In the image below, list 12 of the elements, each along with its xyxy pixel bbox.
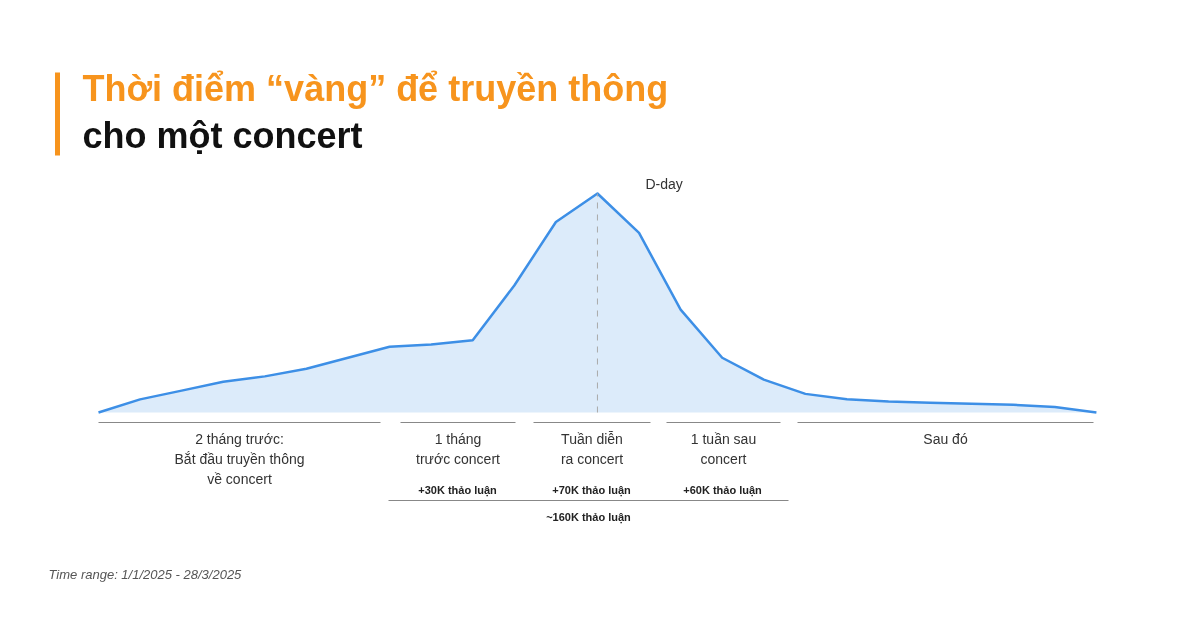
text: Time range: 1/1/2025 - 28/3/2025 bbox=[48, 567, 243, 582]
text: 2 tháng trước: Bắt đầu truyền thông về concert bbox=[174, 430, 305, 487]
text: Tuần diễn ra concert bbox=[560, 430, 624, 467]
text: Sau đó bbox=[923, 430, 968, 447]
text: ~160K thảo luận bbox=[546, 510, 632, 524]
text: +30K thảo luận bbox=[418, 483, 498, 497]
text: +70K thảo luận bbox=[552, 483, 632, 497]
chart-title: Thời điểm “vàng” để truyền thông cho một concert bbox=[82, 68, 669, 156]
text: 1 tháng trước concert bbox=[416, 430, 501, 467]
text: D-day bbox=[645, 175, 683, 192]
text: 1 tuần sau concert bbox=[690, 430, 757, 467]
text: +60K thảo luận bbox=[683, 483, 763, 497]
